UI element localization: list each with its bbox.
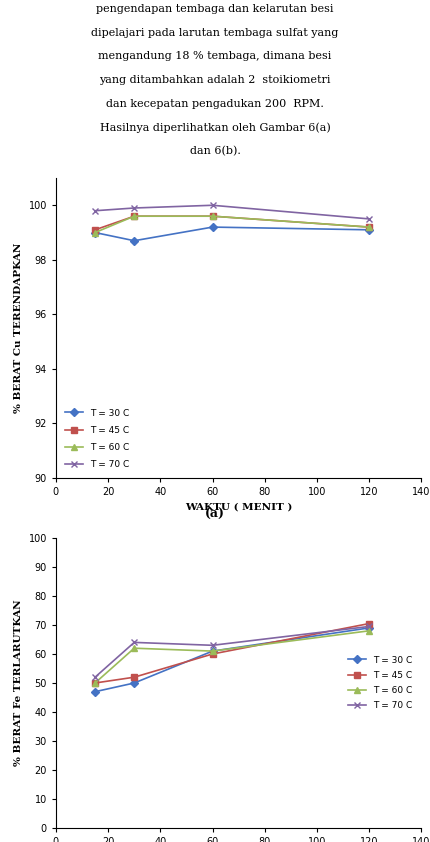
T = 70 C xyxy=(367,621,372,632)
T = 45 C xyxy=(132,211,137,221)
Text: mengandung 18 % tembaga, dimana besi: mengandung 18 % tembaga, dimana besi xyxy=(98,51,332,61)
T = 30 C xyxy=(92,227,98,237)
T = 45 C xyxy=(92,678,98,688)
Y-axis label: % BERAT Cu TERENDAPKAN: % BERAT Cu TERENDAPKAN xyxy=(14,242,23,413)
T = 45 C xyxy=(210,649,215,659)
T = 70 C xyxy=(132,203,137,213)
Text: dan 6(b).: dan 6(b). xyxy=(190,146,240,156)
Y-axis label: % BERAT Fe TERLARUTKAN: % BERAT Fe TERLARUTKAN xyxy=(14,600,23,766)
T = 30 C xyxy=(210,222,215,232)
Line: T = 60 C: T = 60 C xyxy=(92,213,372,235)
Line: T = 45 C: T = 45 C xyxy=(92,621,372,685)
Line: T = 45 C: T = 45 C xyxy=(92,213,372,232)
T = 60 C xyxy=(92,678,98,688)
Line: T = 30 C: T = 30 C xyxy=(92,224,372,243)
Line: T = 70 C: T = 70 C xyxy=(92,202,372,221)
T = 70 C xyxy=(210,200,215,210)
Text: Hasilnya diperlihatkan oleh Gambar 6(a): Hasilnya diperlihatkan oleh Gambar 6(a) xyxy=(100,122,330,133)
T = 60 C xyxy=(92,227,98,237)
T = 70 C xyxy=(92,205,98,216)
T = 30 C xyxy=(132,236,137,246)
T = 45 C xyxy=(367,222,372,232)
Text: dipelajari pada larutan tembaga sulfat yang: dipelajari pada larutan tembaga sulfat y… xyxy=(91,28,339,38)
T = 30 C xyxy=(92,686,98,696)
Line: T = 30 C: T = 30 C xyxy=(92,625,372,695)
Text: (a): (a) xyxy=(205,508,225,520)
Line: T = 60 C: T = 60 C xyxy=(92,628,372,685)
T = 70 C xyxy=(210,640,215,650)
T = 45 C xyxy=(132,672,137,682)
Line: T = 70 C: T = 70 C xyxy=(92,624,372,680)
Text: yang ditambahkan adalah 2  stoikiometri: yang ditambahkan adalah 2 stoikiometri xyxy=(99,75,331,85)
Legend: T = 30 C, T = 45 C, T = 60 C, T = 70 C: T = 30 C, T = 45 C, T = 60 C, T = 70 C xyxy=(60,404,134,473)
T = 60 C xyxy=(367,222,372,232)
T = 60 C xyxy=(367,626,372,636)
X-axis label: WAKTU ( MENIT ): WAKTU ( MENIT ) xyxy=(185,503,292,512)
T = 60 C xyxy=(210,646,215,656)
T = 45 C xyxy=(367,619,372,629)
T = 30 C xyxy=(210,646,215,656)
T = 60 C xyxy=(132,211,137,221)
T = 70 C xyxy=(92,672,98,682)
T = 30 C xyxy=(367,225,372,235)
T = 60 C xyxy=(132,643,137,653)
T = 60 C xyxy=(210,211,215,221)
Text: dan kecepatan pengadukan 200  RPM.: dan kecepatan pengadukan 200 RPM. xyxy=(106,99,324,109)
T = 70 C xyxy=(367,214,372,224)
T = 30 C xyxy=(132,678,137,688)
T = 45 C xyxy=(92,225,98,235)
T = 70 C xyxy=(132,637,137,647)
T = 45 C xyxy=(210,211,215,221)
Text: pengendapan tembaga dan kelarutan besi: pengendapan tembaga dan kelarutan besi xyxy=(96,4,334,14)
Legend: T = 30 C, T = 45 C, T = 60 C, T = 70 C: T = 30 C, T = 45 C, T = 60 C, T = 70 C xyxy=(343,651,417,715)
T = 30 C xyxy=(367,623,372,633)
